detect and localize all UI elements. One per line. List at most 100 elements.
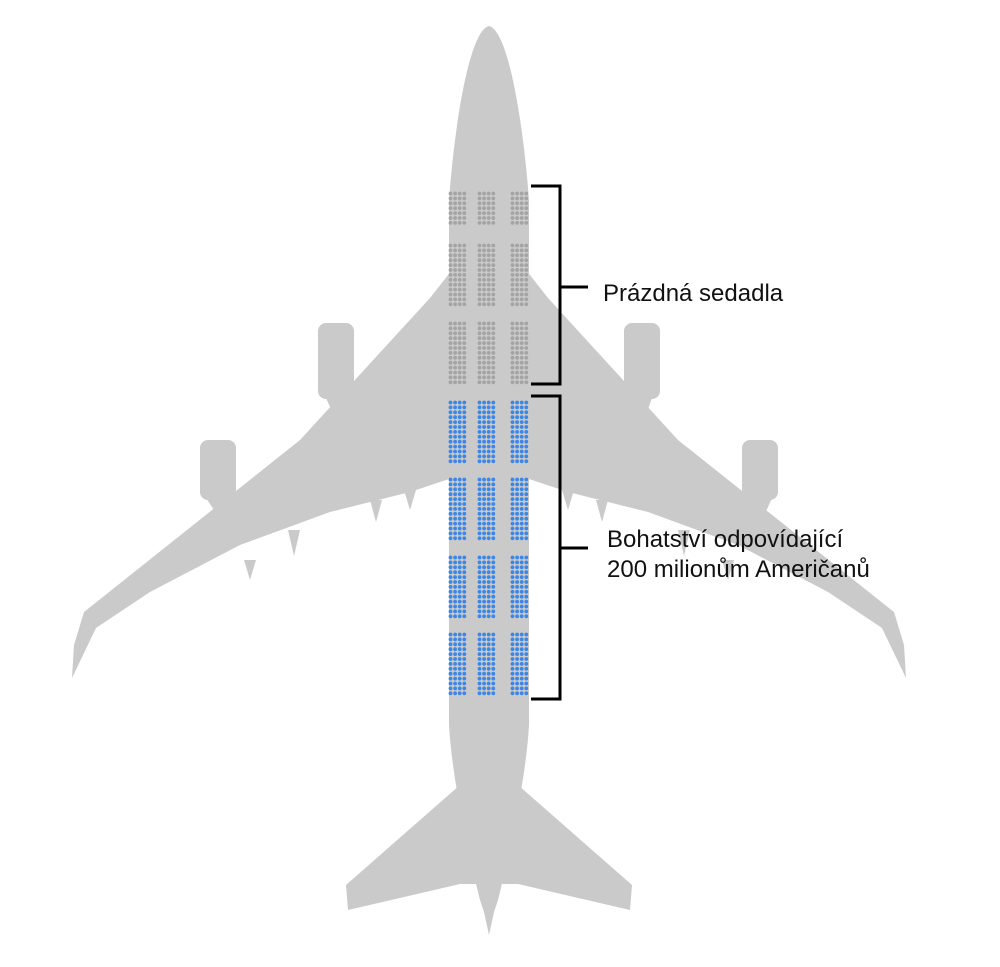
seat-dot-empty: [486, 268, 491, 272]
seat-dot-empty: [519, 297, 524, 302]
seat-dot-filled: [491, 691, 496, 696]
seat-dot-filled: [510, 666, 515, 671]
seat-dot-empty: [524, 370, 529, 375]
seat-dot-filled: [510, 652, 515, 656]
seat-dot-empty: [524, 351, 529, 355]
seat-dot-filled: [477, 604, 482, 609]
seat-dot-empty: [491, 268, 496, 272]
seat-dot-empty: [515, 380, 519, 385]
seat-dot-empty: [519, 370, 524, 375]
seat-dot-empty: [524, 292, 529, 297]
seat-dot-filled: [486, 502, 491, 506]
seat-dot-filled: [519, 516, 524, 521]
seat-dot-empty: [519, 263, 524, 267]
seat-dot-filled: [515, 686, 519, 691]
seat-dot-empty: [491, 360, 496, 365]
seat-dot-filled: [519, 686, 524, 691]
seat-dot-empty: [477, 221, 482, 225]
seat-dot-filled: [524, 609, 529, 614]
seat-dot-empty: [448, 297, 453, 302]
seat-dot-filled: [462, 676, 467, 681]
seat-dot-filled: [477, 454, 482, 459]
seat-dot-filled: [486, 400, 491, 405]
seat-dot-filled: [510, 676, 515, 681]
seat-dot-empty: [457, 211, 462, 216]
seat-dot-filled: [457, 449, 462, 454]
seat-dot-empty: [477, 273, 482, 277]
wing-right: [520, 270, 906, 678]
seat-dot-filled: [510, 454, 515, 459]
seat-dot-filled: [524, 536, 529, 541]
seat-dot-empty: [457, 287, 462, 292]
seat-dot-filled: [510, 555, 515, 560]
seat-dot-empty: [519, 243, 524, 248]
seat-dot-filled: [524, 604, 529, 609]
seat-dot-empty: [524, 248, 529, 253]
seat-dot-filled: [486, 599, 491, 604]
seat-dot-empty: [448, 336, 453, 341]
seat-dot-empty: [510, 351, 515, 355]
seat-dot-empty: [448, 380, 453, 385]
seat-dot-filled: [462, 415, 467, 420]
seat-dot-empty: [486, 326, 491, 331]
seat-dot-filled: [457, 642, 462, 647]
seat-dot-filled: [515, 516, 519, 521]
seat-dot-empty: [477, 287, 482, 292]
seat-dot-filled: [453, 415, 457, 420]
seat-dot-filled: [462, 662, 467, 666]
seat-dot-filled: [477, 632, 482, 637]
seat-dot-filled: [486, 657, 491, 661]
seat-dot-filled: [453, 681, 457, 686]
seat-dot-filled: [515, 662, 519, 666]
seat-dot-filled: [519, 507, 524, 511]
seat-dot-filled: [515, 430, 519, 434]
seat-dot-empty: [519, 282, 524, 287]
seat-dot-filled: [515, 477, 519, 482]
seat-dot-empty: [524, 277, 529, 282]
seat-dot-filled: [486, 575, 491, 579]
seat-dot-filled: [510, 420, 515, 424]
seat-dot-empty: [453, 370, 457, 375]
seat-dot-filled: [519, 497, 524, 501]
seat-dot-filled: [477, 657, 482, 661]
seat-dot-filled: [477, 511, 482, 516]
seat-dot-empty: [453, 287, 457, 292]
seat-dot-filled: [457, 589, 462, 594]
seat-dot-empty: [462, 331, 467, 336]
seat-dot-filled: [482, 400, 486, 405]
seat-dot-empty: [524, 365, 529, 370]
seat-dot-filled: [482, 609, 486, 614]
seat-dot-empty: [519, 277, 524, 282]
seat-dot-empty: [453, 375, 457, 380]
seat-dot-empty: [482, 191, 486, 196]
seat-dot-empty: [457, 321, 462, 326]
seat-dot-filled: [462, 536, 467, 541]
seat-dot-filled: [519, 662, 524, 666]
seat-dot-filled: [477, 642, 482, 647]
seat-dot-filled: [510, 570, 515, 575]
seat-dot-empty: [519, 206, 524, 211]
seat-dot-filled: [482, 560, 486, 565]
seat-dot-filled: [448, 531, 453, 536]
seat-dot-filled: [453, 449, 457, 454]
seat-dot-filled: [457, 477, 462, 482]
seat-dot-filled: [477, 434, 482, 439]
seat-dot-filled: [524, 502, 529, 506]
seat-dot-filled: [524, 642, 529, 647]
seat-dot-filled: [477, 507, 482, 511]
seat-dot-filled: [453, 405, 457, 410]
seat-dot-filled: [448, 560, 453, 565]
seat-dot-empty: [453, 355, 457, 360]
seat-dot-filled: [486, 604, 491, 609]
seat-dot-filled: [482, 575, 486, 579]
seat-dot-empty: [448, 216, 453, 220]
seat-dot-empty: [448, 331, 453, 336]
seat-dot-empty: [453, 211, 457, 216]
seat-dot-filled: [491, 415, 496, 420]
seat-dot-filled: [482, 594, 486, 599]
seat-dot-filled: [462, 482, 467, 487]
seat-dot-empty: [482, 351, 486, 355]
seat-dot-filled: [477, 637, 482, 642]
seat-dot-empty: [477, 243, 482, 248]
